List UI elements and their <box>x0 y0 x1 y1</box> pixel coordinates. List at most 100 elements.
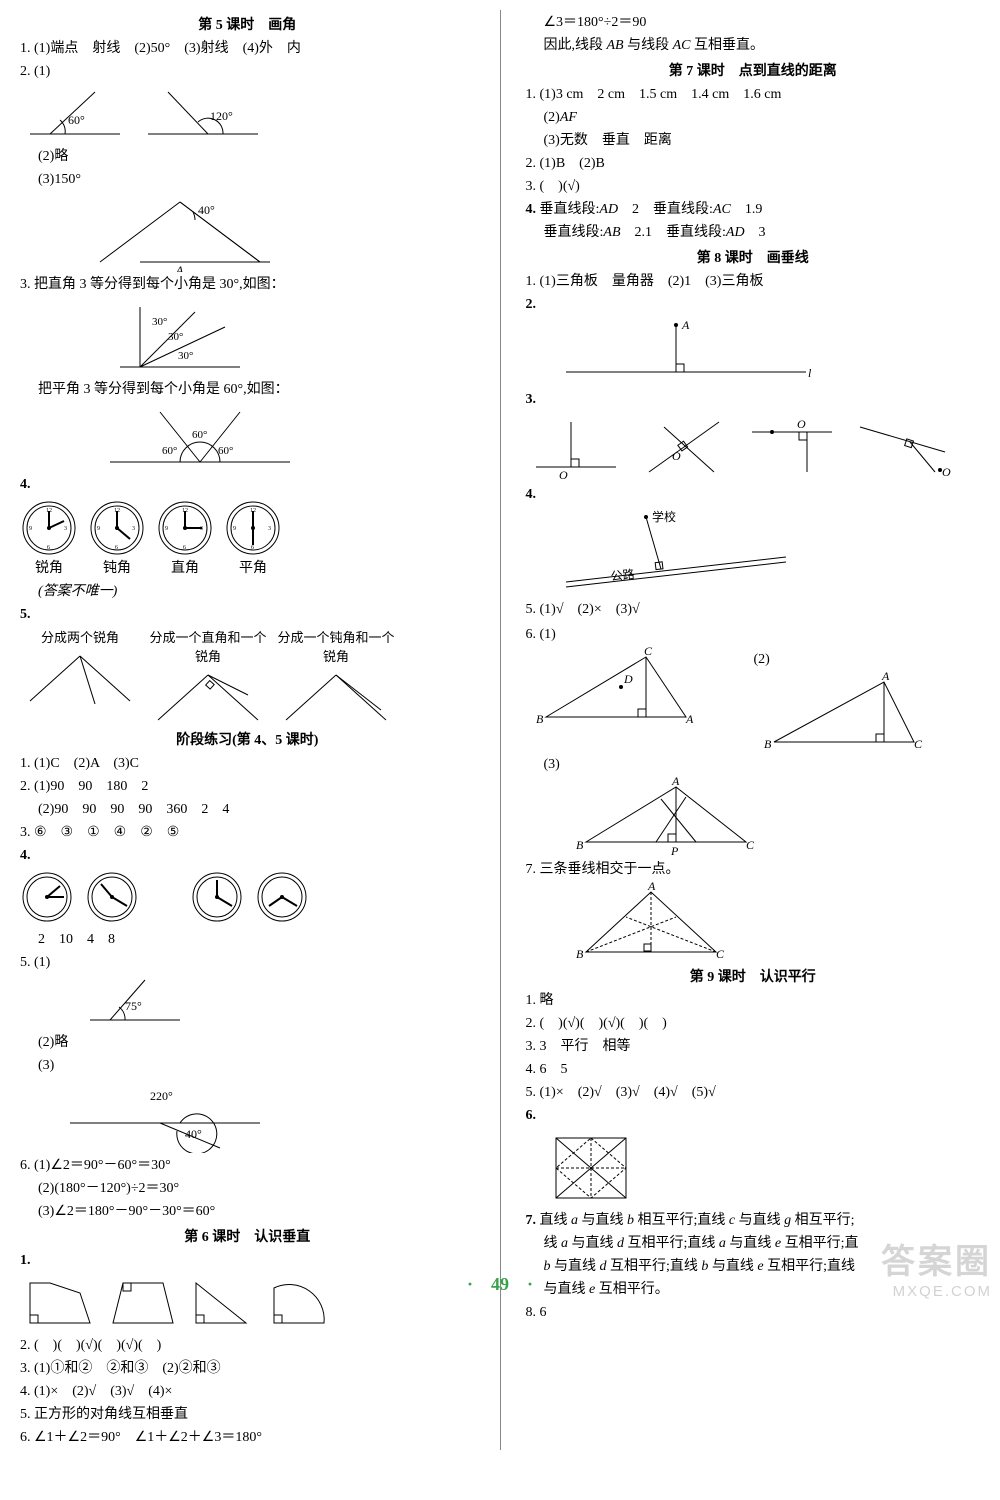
svg-text:A: A <box>681 318 690 332</box>
lesson5-title: 第 5 课时 画角 <box>20 14 475 34</box>
l6-q5: 5. 正方形的对角线互相垂直 <box>20 1404 475 1425</box>
stage-title: 阶段练习(第 4、5 课时) <box>20 729 475 749</box>
st-q5-2: (2)略 <box>20 1032 475 1053</box>
svg-text:C: C <box>746 838 755 852</box>
l8-q2: 2. <box>526 294 981 315</box>
st-q5-3: (3) <box>20 1055 475 1076</box>
l5-q4-label: 4. <box>20 474 475 495</box>
flat-angle-60s: 60° 60° 60° <box>100 402 300 472</box>
svg-text:A: A <box>685 712 694 726</box>
l9-q4: 4. 6 5 <box>526 1059 981 1080</box>
l5-q4-note: (答案不唯一) <box>20 581 475 602</box>
svg-text:30°: 30° <box>152 316 167 328</box>
l6-q3: 3. (1)①和② ②和③ (2)②和③ <box>20 1358 475 1379</box>
svg-text:9: 9 <box>29 526 32 532</box>
l7-q2: 2. (1)B (2)B <box>526 153 981 174</box>
l5-q2-3: (3)150° <box>20 169 475 190</box>
l7-q1c: (3)无数 垂直 距离 <box>526 130 981 151</box>
l9-q2: 2. ( )(√)( )(√)( )( ) <box>526 1013 981 1034</box>
r-cont2: 因此,线段 AB 与线段 AC 互相垂直。 <box>526 35 981 56</box>
l6-q4: 4. (1)× (2)√ (3)√ (4)× <box>20 1381 475 1402</box>
l7-q1b: (2)AF <box>526 107 981 128</box>
svg-text:l: l <box>808 366 812 380</box>
st-q4-nums: 2 10 4 8 <box>20 929 475 950</box>
angle-75: 75° <box>60 975 190 1030</box>
svg-text:9: 9 <box>165 526 168 532</box>
angle-120: 120° <box>138 84 268 144</box>
l5-q5-figs: 分成两个锐角 分成一个直角和一个锐角 分成一个钝角和一个锐角 <box>20 627 475 725</box>
svg-text:公路: 公路 <box>609 566 634 583</box>
angle-60: 60° <box>20 84 130 144</box>
l9-q6-fig <box>546 1128 646 1208</box>
r-cont1: ∠3＝180°÷2＝90 <box>526 12 981 33</box>
page-footer: · 49 · <box>0 1270 1000 1296</box>
svg-text:6: 6 <box>251 545 254 551</box>
l9-q3: 3. 3 平行 相等 <box>526 1036 981 1057</box>
svg-text:12: 12 <box>182 508 188 514</box>
svg-text:B: B <box>764 737 772 751</box>
clock-cap-0: 锐角 <box>20 557 78 577</box>
l5-q2-2: (2)略 <box>20 146 475 167</box>
l8-q6-3: (3) <box>526 754 981 775</box>
l8-q4-label: 4. <box>526 484 981 505</box>
column-divider <box>500 10 501 1450</box>
svg-text:B: B <box>576 838 584 852</box>
l7-q4a: 4. 垂直线段:AD 2 垂直线段:AC 1.9 <box>526 199 981 220</box>
l8-q7: 7. 三条垂线相交于一点。 <box>526 859 981 880</box>
watermark: 答案圈 MXQE.COM <box>881 1234 992 1300</box>
svg-text:C: C <box>914 737 923 751</box>
svg-text:学校: 学校 <box>652 509 676 524</box>
svg-text:75°: 75° <box>125 999 142 1013</box>
l5-q3-text: 3. 把直角 3 等分得到每个小角是 30°,如图： <box>20 274 475 295</box>
l8-q6-2: (2) <box>754 649 934 670</box>
lesson6-title: 第 6 课时 认识垂直 <box>20 1226 475 1246</box>
svg-text:30°: 30° <box>178 350 193 362</box>
svg-text:40°: 40° <box>198 203 215 217</box>
l5-q3-text2: 把平角 3 等分得到每个小角是 60°,如图： <box>20 379 475 400</box>
l8-q6-figs1: CBAD (2) ABC <box>526 647 981 752</box>
l6-q1: 1. <box>20 1250 475 1271</box>
angle-40-fig: A 40° <box>80 192 280 272</box>
l9-q5: 5. (1)× (2)√ (3)√ (4)√ (5)√ <box>526 1082 981 1103</box>
svg-text:C: C <box>716 947 725 961</box>
st-q6a: 6. (1)∠2＝90°－60°＝30° <box>20 1155 475 1176</box>
svg-text:30°: 30° <box>168 331 183 343</box>
l5-q2-label: 2. (1) <box>20 61 475 82</box>
svg-text:O: O <box>559 468 568 482</box>
l7-q3: 3. ( )(√) <box>526 176 981 197</box>
svg-text:3: 3 <box>64 526 67 532</box>
svg-text:A: A <box>647 882 656 893</box>
st-q2b: (2)90 90 90 90 360 2 4 <box>20 799 475 820</box>
l9-q7a: 7. 直线 a 与直线 b 相互平行;直线 c 与直线 g 相互平行; <box>526 1210 981 1231</box>
clock-right: 12369 <box>156 499 214 557</box>
st-q4-label: 4. <box>20 845 475 866</box>
l8-q7-fig: A B C <box>566 882 736 962</box>
svg-text:60°: 60° <box>192 429 207 441</box>
svg-text:6: 6 <box>47 545 50 551</box>
svg-text:A: A <box>671 777 680 788</box>
svg-text:60°: 60° <box>162 445 177 457</box>
svg-text:A: A <box>175 263 184 272</box>
lesson9-title: 第 9 课时 认识平行 <box>526 966 981 986</box>
st-q5-1: 5. (1) <box>20 952 475 973</box>
wm-line1: 答案圈 <box>881 1234 992 1283</box>
st-q6b: (2)(180°－120°)÷2＝30° <box>20 1178 475 1199</box>
svg-text:B: B <box>576 947 584 961</box>
st-q6c: (3)∠2＝180°－90°－30°＝60° <box>20 1201 475 1222</box>
svg-text:12: 12 <box>250 508 256 514</box>
l5-q2-angles: 60° 120° <box>20 84 475 144</box>
page-num: 49 <box>491 1274 509 1294</box>
st-q2a: 2. (1)90 90 180 2 <box>20 776 475 797</box>
svg-text:O: O <box>942 465 951 479</box>
clock-cap-3: 平角 <box>224 557 282 577</box>
l8-q3: 3. <box>526 389 981 410</box>
l8-q6-3-fig: A B C P <box>566 777 766 857</box>
clock-straight: 12369 <box>224 499 282 557</box>
l9-q8: 8. 6 <box>526 1302 981 1323</box>
svg-text:9: 9 <box>233 526 236 532</box>
l6-q6: 6. ∠1＋∠2＝90° ∠1＋∠2＋∠3＝180° <box>20 1427 475 1448</box>
svg-text:P: P <box>670 844 679 857</box>
svg-text:40°: 40° <box>185 1127 202 1141</box>
svg-text:6: 6 <box>183 545 186 551</box>
l8-q5: 5. (1)√ (2)× (3)√ <box>526 599 981 620</box>
